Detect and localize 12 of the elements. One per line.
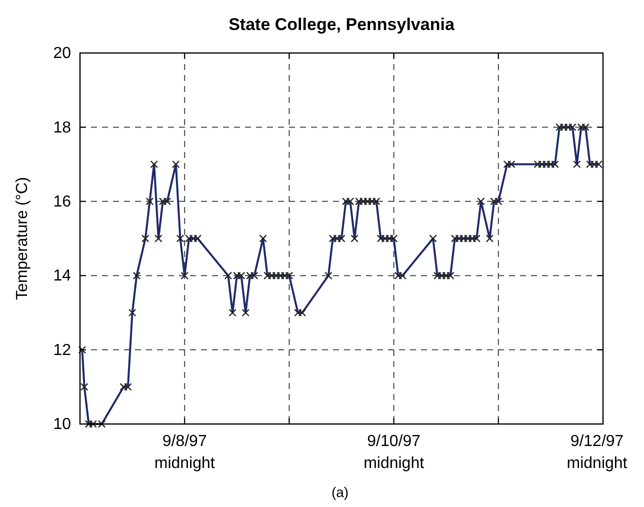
- y-tick-label: 16: [53, 194, 72, 211]
- x-tick-label: 9/12/97 midnight: [566, 433, 628, 472]
- x-tick-label: 9/8/97 midnight: [154, 433, 216, 472]
- x-tick-label: 9/10/97 midnight: [364, 433, 425, 472]
- y-tick-label: 10: [53, 416, 72, 434]
- y-tick-label: 12: [53, 342, 72, 359]
- y-tick-label: 18: [53, 119, 72, 136]
- text: (a): [331, 484, 349, 500]
- y-axis-title: Temperature (°C): [14, 177, 31, 300]
- y-tick-label: 20: [53, 45, 72, 62]
- chart-title: State College, Pennsylvania: [228, 15, 455, 34]
- y-tick-label: 14: [53, 268, 72, 285]
